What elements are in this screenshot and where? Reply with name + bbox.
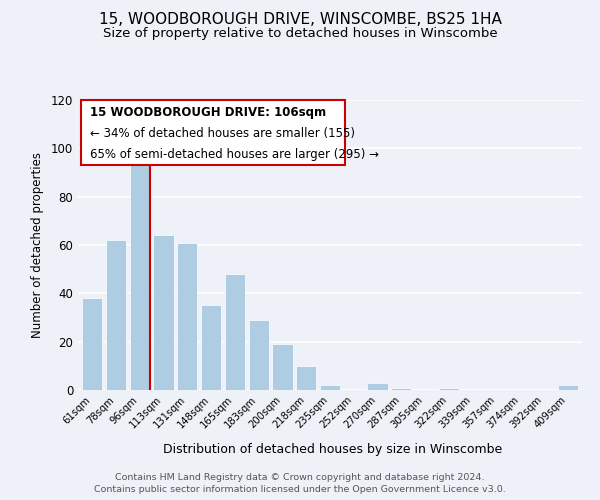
Bar bbox=[367, 383, 388, 390]
Bar bbox=[248, 320, 269, 390]
Bar bbox=[177, 242, 197, 390]
Text: Contains public sector information licensed under the Open Government Licence v3: Contains public sector information licen… bbox=[94, 485, 506, 494]
Bar bbox=[154, 236, 173, 390]
Text: Contains HM Land Registry data © Crown copyright and database right 2024.: Contains HM Land Registry data © Crown c… bbox=[115, 472, 485, 482]
Text: Size of property relative to detached houses in Winscombe: Size of property relative to detached ho… bbox=[103, 28, 497, 40]
Text: ← 34% of detached houses are smaller (155): ← 34% of detached houses are smaller (15… bbox=[89, 126, 355, 140]
Bar bbox=[130, 166, 150, 390]
Bar bbox=[82, 298, 103, 390]
Bar bbox=[320, 385, 340, 390]
FancyBboxPatch shape bbox=[80, 100, 345, 165]
Bar bbox=[296, 366, 316, 390]
Y-axis label: Number of detached properties: Number of detached properties bbox=[31, 152, 44, 338]
Bar bbox=[439, 388, 459, 390]
Bar bbox=[225, 274, 245, 390]
Bar bbox=[201, 306, 221, 390]
Text: 15 WOODBOROUGH DRIVE: 106sqm: 15 WOODBOROUGH DRIVE: 106sqm bbox=[89, 106, 326, 119]
Bar bbox=[391, 388, 412, 390]
Bar bbox=[272, 344, 293, 390]
Text: Distribution of detached houses by size in Winscombe: Distribution of detached houses by size … bbox=[163, 442, 503, 456]
Bar bbox=[557, 385, 578, 390]
Text: 15, WOODBOROUGH DRIVE, WINSCOMBE, BS25 1HA: 15, WOODBOROUGH DRIVE, WINSCOMBE, BS25 1… bbox=[98, 12, 502, 28]
Text: 65% of semi-detached houses are larger (295) →: 65% of semi-detached houses are larger (… bbox=[89, 148, 379, 160]
Bar bbox=[106, 240, 126, 390]
